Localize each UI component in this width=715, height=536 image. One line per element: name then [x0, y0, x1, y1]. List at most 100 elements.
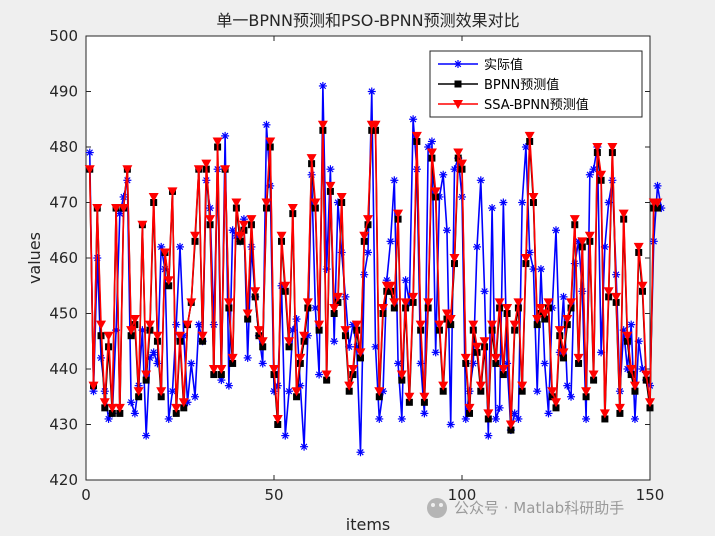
data-point [438, 381, 449, 391]
data-point [159, 248, 170, 258]
data-point [415, 320, 426, 330]
y-tick-label: 420 [49, 471, 78, 489]
data-point [287, 204, 298, 214]
data-point [439, 170, 448, 179]
data-point [317, 120, 328, 130]
data-point [495, 403, 504, 412]
data-point [135, 393, 143, 401]
data-point [180, 404, 188, 412]
x-tick-label: 100 [448, 486, 477, 504]
y-tick-label: 430 [49, 416, 78, 434]
data-point [341, 292, 350, 301]
legend-swatch-marker [454, 80, 462, 88]
data-point [171, 403, 182, 413]
data-point [285, 387, 294, 396]
data-point [480, 287, 489, 296]
data-point [476, 176, 485, 185]
data-point [475, 381, 486, 391]
data-point [276, 231, 287, 241]
data-point [559, 292, 568, 301]
data-point [611, 292, 622, 302]
data-point [340, 326, 351, 336]
data-point [563, 381, 572, 390]
data-point [460, 353, 471, 363]
watermark-text: 公众号 · Matlab科研助手 [454, 499, 624, 517]
data-point [487, 320, 498, 330]
data-point [397, 414, 406, 423]
data-point [197, 331, 208, 341]
watermark: 公众号 · Matlab科研助手 [427, 498, 624, 518]
data-point [182, 320, 193, 330]
data-point [524, 131, 535, 141]
data-point [246, 215, 257, 225]
data-point [554, 326, 565, 336]
data-point [502, 303, 513, 313]
data-point [221, 131, 230, 140]
data-point [300, 337, 308, 345]
data-point [92, 204, 103, 214]
data-point [558, 348, 569, 358]
data-point [345, 387, 353, 395]
data-point [411, 131, 422, 141]
data-point [420, 409, 429, 418]
data-point [627, 371, 635, 379]
data-point [334, 298, 342, 306]
x-tick-label: 50 [264, 486, 283, 504]
data-point [315, 326, 323, 334]
data-point [547, 387, 558, 397]
data-point [258, 359, 267, 368]
data-point [484, 431, 493, 440]
data-point [582, 414, 591, 423]
data-point [367, 87, 376, 96]
data-point [552, 226, 560, 235]
data-point [370, 120, 381, 130]
data-point [599, 409, 610, 419]
data-point [517, 381, 528, 391]
data-point [468, 320, 479, 330]
legend: 实际值 BPNN预测值 SSA-BPNN预测值 [429, 50, 643, 118]
data-point [592, 143, 603, 152]
data-point [133, 387, 144, 397]
data-point [359, 231, 370, 241]
data-point [544, 409, 553, 418]
data-point [227, 353, 238, 363]
data-point [336, 192, 347, 202]
data-point [164, 414, 173, 423]
data-point [607, 143, 618, 152]
data-point [187, 359, 196, 368]
data-point [536, 265, 545, 274]
data-point [314, 320, 325, 330]
data-point [194, 320, 203, 329]
data-point [387, 287, 395, 295]
data-point [193, 165, 204, 175]
data-point [383, 287, 391, 295]
legend-label: 实际值 [484, 57, 523, 73]
data-point [445, 315, 456, 325]
y-tick-label: 490 [49, 83, 78, 101]
data-point [85, 148, 94, 157]
data-point [390, 176, 399, 185]
data-point [176, 242, 184, 251]
data-point [446, 420, 455, 429]
data-point [114, 403, 125, 413]
data-point [477, 387, 485, 395]
data-point [447, 321, 455, 329]
data-point [208, 365, 219, 374]
data-point [157, 393, 165, 401]
data-point [149, 348, 158, 357]
data-point [130, 409, 139, 418]
data-point [356, 354, 364, 362]
data-point [228, 226, 237, 235]
data-point [499, 371, 507, 379]
data-point [259, 343, 267, 351]
data-point [292, 315, 301, 324]
data-point [116, 409, 124, 417]
data-point [582, 393, 590, 401]
data-point [351, 320, 362, 330]
data-point [364, 248, 372, 257]
data-point [205, 215, 216, 225]
data-point [420, 398, 428, 406]
data-point [269, 365, 279, 374]
data-point [464, 403, 475, 413]
